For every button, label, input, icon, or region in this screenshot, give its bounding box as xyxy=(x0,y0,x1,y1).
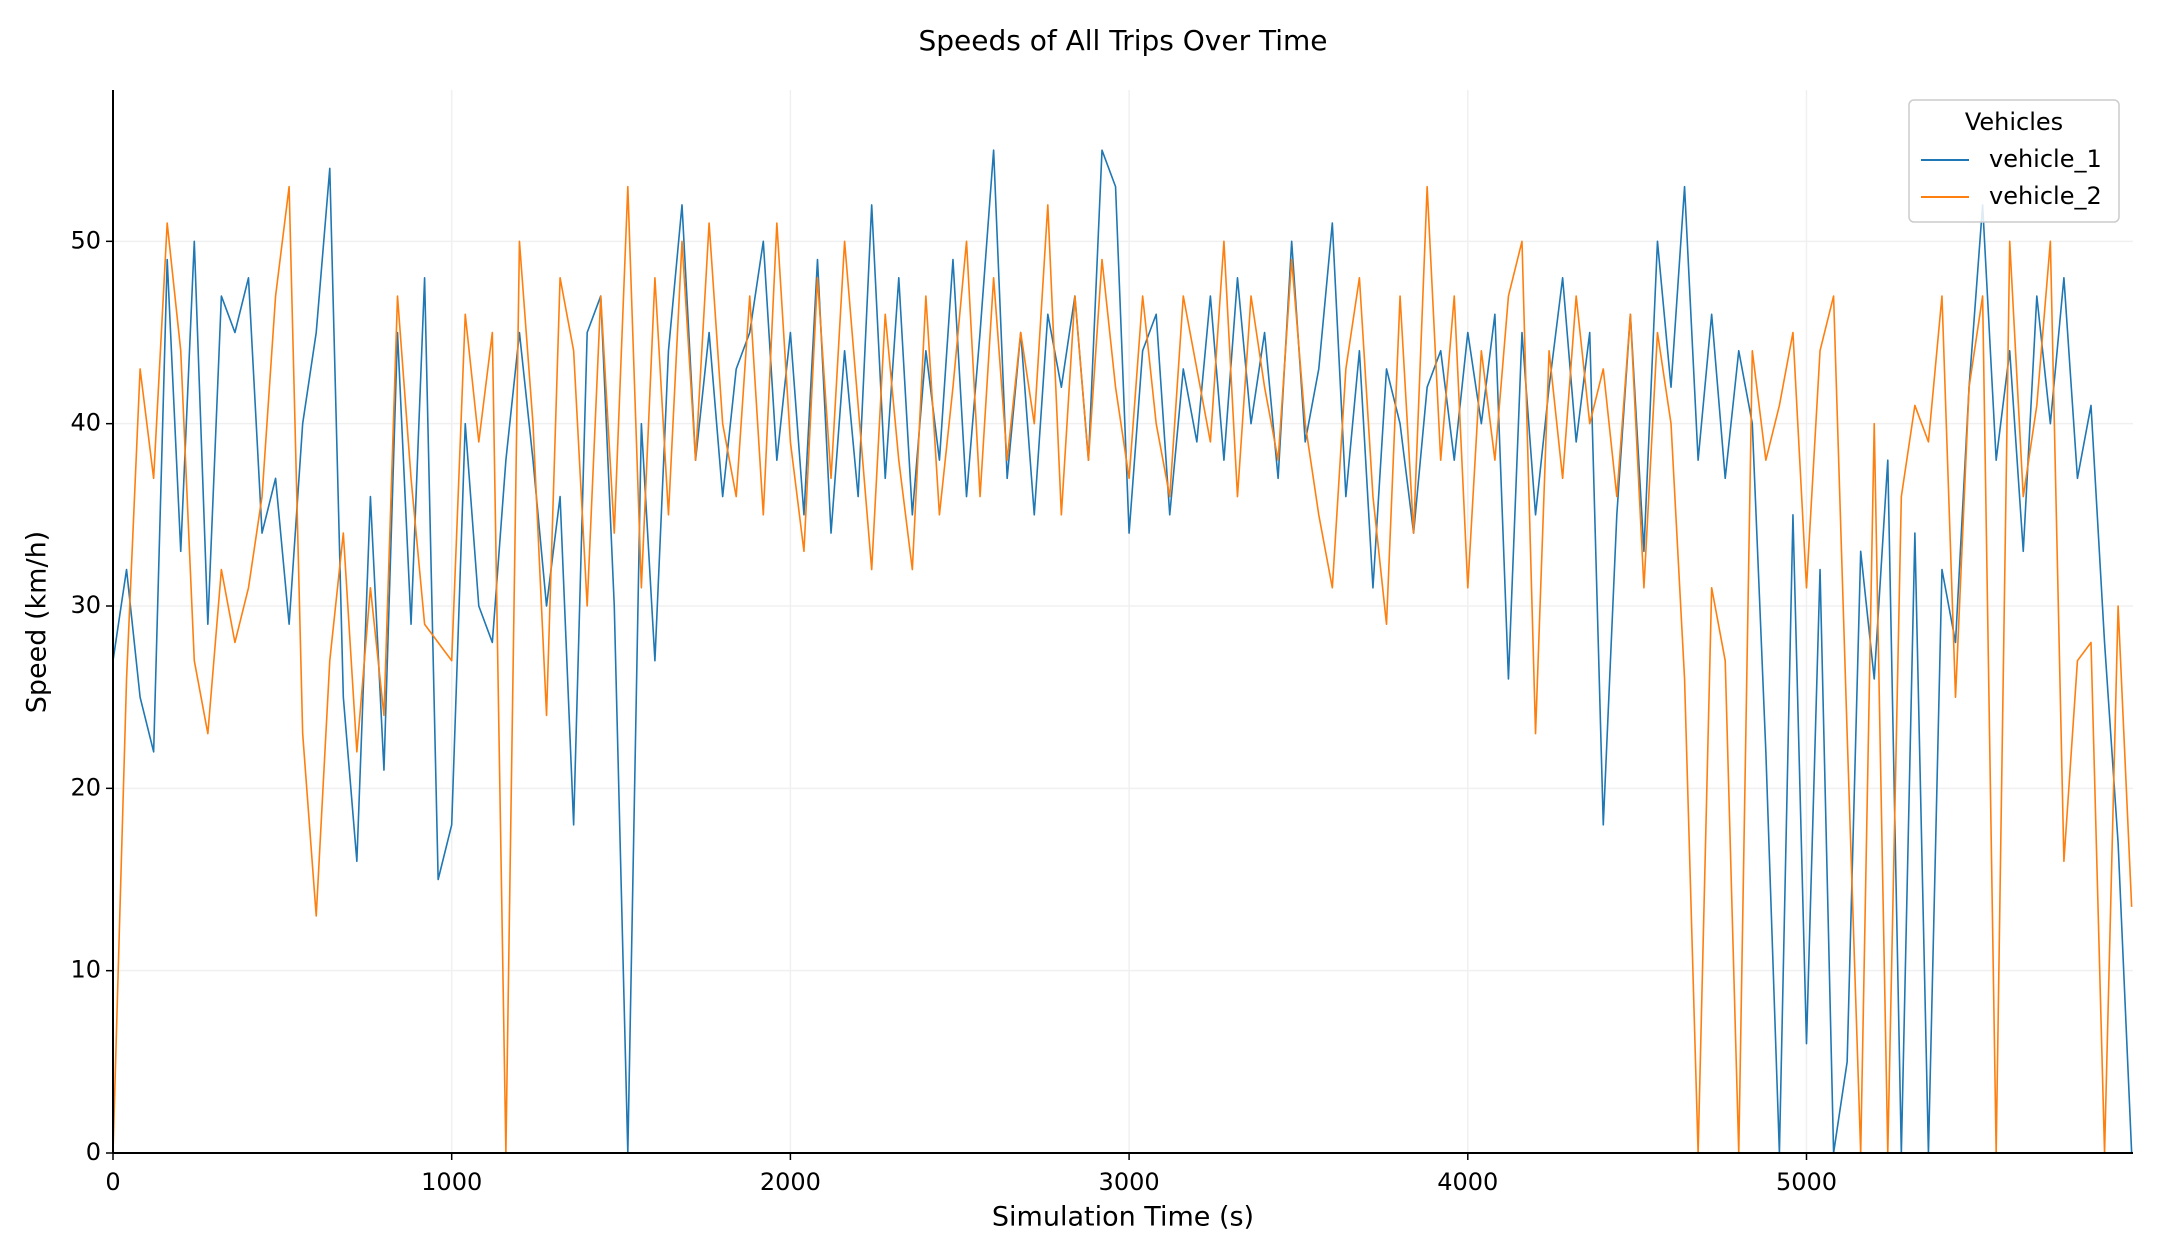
y-tick-label: 20 xyxy=(70,773,101,801)
x-tick-label: 3000 xyxy=(1099,1168,1160,1196)
y-axis-label: Speed (km/h) xyxy=(22,531,53,713)
x-axis-label: Simulation Time (s) xyxy=(992,1202,1254,1233)
x-tick-label: 4000 xyxy=(1437,1168,1498,1196)
chart-title: Speeds of All Trips Over Time xyxy=(918,24,1327,57)
x-tick-label: 1000 xyxy=(421,1168,482,1196)
legend-title: Vehicles xyxy=(1965,108,2063,136)
x-tick-label: 2000 xyxy=(760,1168,821,1196)
legend-label: vehicle_1 xyxy=(1989,145,2102,173)
legend-label: vehicle_2 xyxy=(1989,182,2102,210)
y-tick-label: 50 xyxy=(70,226,101,254)
y-tick-label: 0 xyxy=(86,1138,101,1166)
series-line xyxy=(112,185,2133,1154)
series-line xyxy=(112,149,2133,1154)
legend-box xyxy=(1908,99,2120,223)
y-tick-label: 10 xyxy=(70,956,101,984)
y-tick-label: 40 xyxy=(70,409,101,437)
x-tick-label: 5000 xyxy=(1776,1168,1837,1196)
x-tick-label: 0 xyxy=(105,1168,120,1196)
y-tick-label: 30 xyxy=(70,591,101,619)
